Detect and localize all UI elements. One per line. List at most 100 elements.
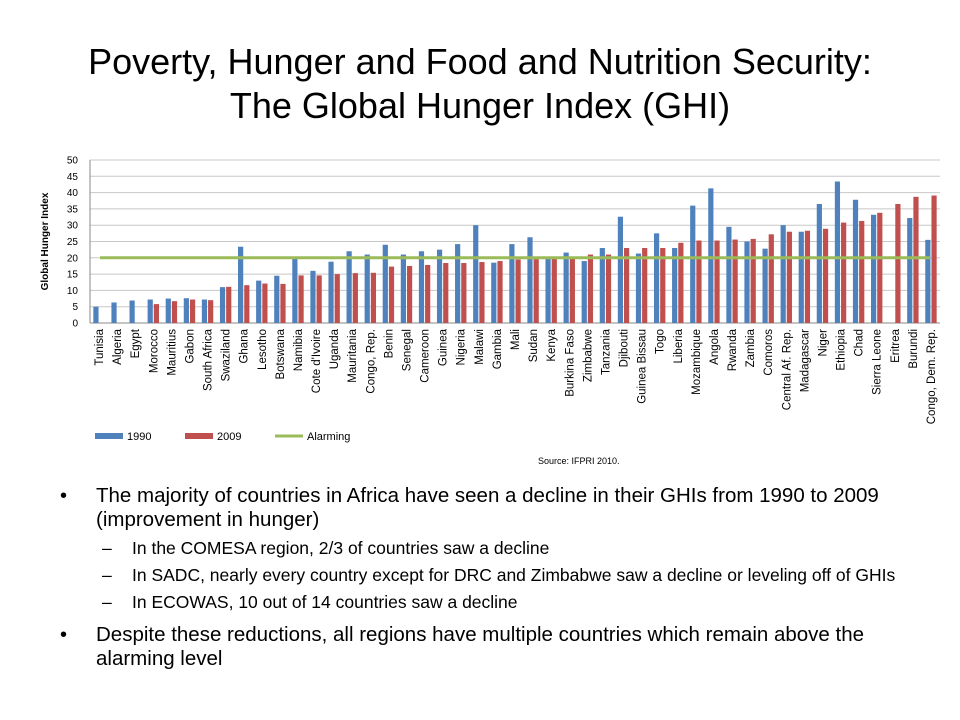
x-tick-label: Burundi xyxy=(908,329,920,369)
x-tick-label: Senegal xyxy=(401,329,413,371)
bar-2009-kenya xyxy=(551,258,557,323)
y-tick-label: 35 xyxy=(67,204,79,215)
bar-2009-cameroon xyxy=(425,264,431,323)
x-tick-label: Central Af. Rep. xyxy=(781,329,793,410)
x-tick-label: Guinea Bissau xyxy=(637,329,649,404)
dash-icon: – xyxy=(102,592,112,612)
bar-1990-lesotho xyxy=(256,280,262,323)
bar-2009-tanzania xyxy=(605,254,612,323)
x-tick-label: Mali xyxy=(510,329,522,350)
bar-2009-comoros xyxy=(768,234,774,323)
bar-1990-malawi xyxy=(473,225,479,323)
y-tick-label: 5 xyxy=(72,302,78,313)
x-tick-label: Congo, Rep. xyxy=(365,329,377,394)
bar-2009-sudan xyxy=(533,259,539,323)
sub-bullet-text: In SADC, nearly every country except for… xyxy=(132,565,896,585)
sub-bullet-item: – In the COMESA region, 2/3 of countries… xyxy=(60,538,920,559)
bullet-dot-icon: • xyxy=(60,624,68,646)
bar-2009-nigeria xyxy=(461,263,467,323)
bar-1990-kenya xyxy=(545,258,551,323)
bar-1990-gambia xyxy=(491,262,497,323)
x-tick-label: Zambia xyxy=(745,328,757,367)
bar-1990-chad xyxy=(852,199,859,323)
bar-1990-senegal xyxy=(400,254,406,323)
bar-2009-niger xyxy=(822,228,829,323)
y-tick-label: 25 xyxy=(67,237,79,248)
bar-2009-rwanda xyxy=(732,239,738,323)
bar-2009-gambia xyxy=(497,261,503,323)
bar-1990-egypt xyxy=(129,300,135,323)
bar-1990-comoros xyxy=(762,248,768,323)
bar-1990-sierra-leone xyxy=(871,214,877,323)
bar-1990-nigeria xyxy=(455,244,461,323)
x-tick-label: Sierra Leone xyxy=(872,329,884,395)
x-tick-label: Comoros xyxy=(763,329,775,376)
y-tick-label: 0 xyxy=(72,319,78,330)
x-tick-label: Botswana xyxy=(275,328,287,379)
y-tick-label: 20 xyxy=(67,253,79,264)
bar-1990-morocco xyxy=(147,299,153,323)
x-tick-label: Ethiopia xyxy=(836,328,848,370)
x-tick-label: Togo xyxy=(655,329,667,354)
bar-2009-congo-dem-rep- xyxy=(931,195,937,323)
x-tick-label: Kenya xyxy=(546,328,558,361)
x-tick-label: Gabon xyxy=(184,329,196,364)
bar-2009-senegal xyxy=(406,265,413,323)
legend-swatch-1990 xyxy=(95,433,123,439)
bar-2009-malawi xyxy=(479,262,485,323)
x-tick-label: Tanzania xyxy=(600,328,612,375)
bar-2009-central-af-rep- xyxy=(786,231,792,323)
bar-2009-chad xyxy=(859,220,865,323)
x-tick-label: Benin xyxy=(383,329,395,358)
bar-1990-sudan xyxy=(527,237,533,323)
bar-2009-sierra-leone xyxy=(877,212,883,323)
x-tick-label: South Africa xyxy=(203,328,215,391)
bullet-list: • The majority of countries in Africa ha… xyxy=(60,484,920,677)
bar-1990-cote-d-ivoire xyxy=(310,270,316,323)
bar-1990-algeria xyxy=(111,302,117,323)
bar-1990-gabon xyxy=(183,298,189,323)
chart-source: Source: IFPRI 2010. xyxy=(538,456,620,466)
bar-2009-liberia xyxy=(678,242,684,323)
bar-1990-angola xyxy=(708,188,714,323)
legend-label: 2009 xyxy=(217,431,241,443)
x-tick-label: Djibouti xyxy=(619,329,631,367)
x-tick-label: Gambia xyxy=(492,328,504,369)
bar-1990-mali xyxy=(509,244,515,323)
bar-2009-togo xyxy=(660,248,666,323)
bar-1990-burundi xyxy=(907,218,913,323)
bar-2009-mauritania xyxy=(352,273,358,323)
x-tick-label: Guinea xyxy=(438,328,450,366)
bar-1990-cameroon xyxy=(418,251,425,323)
x-tick-label: Lesotho xyxy=(257,329,269,370)
bar-1990-mauritania xyxy=(346,251,352,323)
bar-2009-guinea-bissau xyxy=(642,248,648,323)
y-tick-label: 30 xyxy=(67,221,79,232)
x-tick-label: Namibia xyxy=(293,328,305,371)
bar-2009-zambia xyxy=(750,238,756,323)
bar-1990-central-af-rep- xyxy=(780,225,786,323)
bar-1990-niger xyxy=(816,204,822,323)
bar-1990-guinea xyxy=(436,249,443,323)
sub-bullet-item: – In SADC, nearly every country except f… xyxy=(60,565,920,586)
bar-2009-eritrea xyxy=(895,204,901,323)
bar-1990-tunisia xyxy=(93,306,99,323)
bar-2009-south-africa xyxy=(208,300,214,323)
y-tick-label: 10 xyxy=(67,286,79,297)
bar-2009-djibouti xyxy=(624,248,630,323)
bar-1990-congo-rep- xyxy=(364,254,370,323)
x-tick-label: Tunisia xyxy=(94,328,106,365)
bar-2009-angola xyxy=(714,240,720,323)
slide-title: Poverty, Hunger and Food and Nutrition S… xyxy=(0,40,960,128)
bar-2009-burundi xyxy=(913,196,919,323)
bar-2009-madagascar xyxy=(804,230,811,323)
bullet-item: • Despite these reductions, all regions … xyxy=(60,623,920,671)
bar-1990-congo-dem-rep- xyxy=(925,239,931,323)
bar-1990-zimbabwe xyxy=(581,261,587,323)
bar-1990-botswana xyxy=(274,275,280,323)
x-tick-label: Madagascar xyxy=(799,329,811,392)
bar-1990-djibouti xyxy=(617,216,624,323)
bar-2009-botswana xyxy=(280,283,286,323)
x-tick-label: Cameroon xyxy=(420,329,432,383)
x-tick-label: Angola xyxy=(709,328,721,364)
